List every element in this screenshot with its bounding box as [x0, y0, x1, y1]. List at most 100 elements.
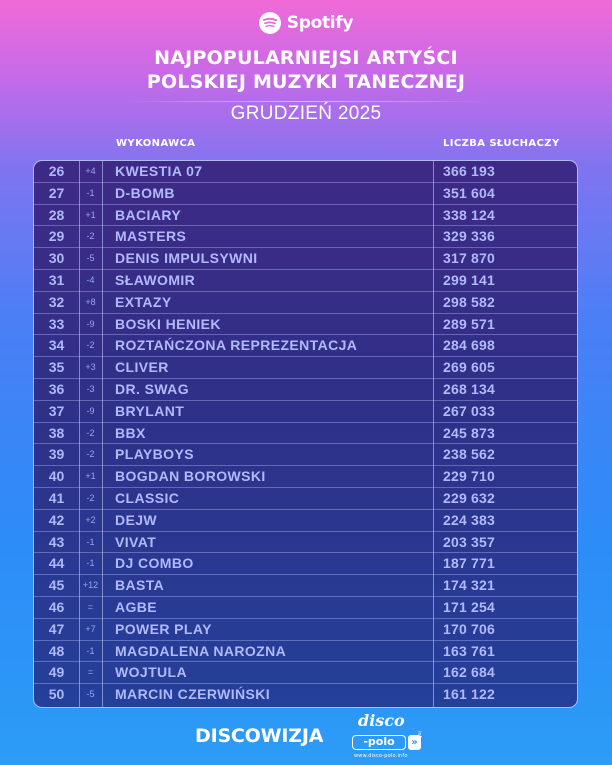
title-line-2: POLSKIEJ MUZYKI TANECZNEJ [146, 71, 466, 93]
rank-cell: 34 [48, 337, 65, 354]
listeners-cell: 338 124 [443, 206, 496, 223]
table-row: 41 -2 CLASSIC 229 632 [34, 488, 577, 510]
artist-name-cell: EXTAZY [115, 293, 172, 310]
listeners-cell: 203 357 [443, 533, 496, 550]
table-row: 26 +4 KWESTIA 07 366 193 [34, 161, 577, 183]
rank-cell: 40 [48, 468, 65, 485]
rank-cell: 42 [48, 511, 65, 528]
listeners-cell: 163 761 [443, 642, 496, 659]
table-row: 48 -1 MAGDALENA NAROZNA 163 761 [34, 641, 577, 663]
column-divider [79, 161, 80, 707]
title-line-1: NAJPOPULARNIEJSI ARTYŚCI [154, 47, 458, 69]
change-cell: -1 [86, 645, 95, 656]
disco-polo-url: www.disco-polo.info [354, 753, 408, 759]
artist-name-cell: KWESTIA 07 [115, 163, 203, 179]
rank-cell: 27 [48, 184, 65, 201]
artist-name-cell: MAGDALENA NAROZNA [115, 642, 287, 659]
spotify-wordmark: Spotify [286, 13, 354, 33]
rank-cell: 47 [48, 620, 65, 637]
rank-cell: 38 [48, 424, 65, 441]
rank-cell: 30 [48, 250, 65, 267]
rank-cell: 46 [48, 599, 65, 615]
artist-name-cell: BOGDAN BOROWSKI [115, 468, 266, 485]
change-cell: = [87, 602, 94, 612]
change-cell: -2 [86, 231, 95, 242]
table-row: 49 = WOJTULA 162 684 [34, 662, 577, 685]
change-cell: -2 [86, 493, 95, 503]
listeners-cell: 351 604 [443, 184, 496, 201]
rank-cell: 32 [48, 293, 65, 310]
ranking-table: 26 +4 KWESTIA 07 366 193 27 -1 D-BOMB 351 604 28… [33, 160, 578, 708]
artist-name-cell: BASTA [115, 577, 165, 594]
rank-cell: 37 [48, 402, 65, 419]
artist-name-cell: MARCIN CZERWIŃSKI [115, 686, 271, 703]
table-row: 38 -2 BBX 245 873 [34, 423, 577, 445]
rank-cell: 50 [48, 686, 65, 703]
table-row: 36 -3 DR. SWAG 268 134 [34, 379, 577, 401]
listeners-cell: 284 698 [443, 337, 496, 354]
table-row: 45 +12 BASTA 174 321 [34, 575, 577, 597]
table-row: 32 +8 EXTAZY 298 582 [34, 292, 577, 314]
artist-name-cell: CLASSIC [115, 490, 180, 506]
rank-cell: 26 [48, 163, 65, 179]
change-cell: -3 [86, 384, 95, 394]
change-cell: +4 [85, 166, 96, 176]
listeners-cell: 329 336 [443, 228, 496, 245]
rank-cell: 45 [48, 577, 65, 594]
change-cell: +2 [85, 514, 96, 525]
listeners-cell: 171 254 [443, 599, 496, 615]
title-divider [125, 101, 487, 102]
table-row: 42 +2 DEJW 224 383 [34, 510, 577, 532]
listeners-cell: 162 684 [443, 664, 496, 681]
rank-cell: 35 [48, 359, 65, 376]
change-cell: -2 [86, 449, 95, 460]
listeners-cell: 238 562 [443, 446, 496, 463]
disco-polo-logo-box: -polo [352, 735, 406, 750]
listeners-cell: 161 122 [443, 686, 496, 703]
discowizja-logo: DISCOWIZJA [195, 725, 324, 747]
table-row: 29 -2 MASTERS 329 336 [34, 226, 577, 249]
listeners-cell: 229 632 [443, 490, 496, 506]
listeners-cell: 224 383 [443, 511, 496, 528]
listeners-cell: 229 710 [443, 468, 496, 485]
artist-name-cell: MASTERS [115, 228, 187, 245]
rank-cell: 41 [48, 490, 65, 506]
rank-cell: 43 [48, 533, 65, 550]
change-cell: +12 [82, 580, 99, 591]
table-row: 39 -2 PLAYBOYS 238 562 [34, 444, 577, 467]
artist-name-cell: PLAYBOYS [115, 446, 194, 463]
change-cell: +8 [85, 296, 96, 307]
change-cell: -9 [86, 405, 95, 416]
column-header-artist: WYKONAWCA [116, 138, 196, 149]
artist-name-cell: VIVAT [115, 533, 157, 550]
change-cell: -9 [86, 318, 95, 329]
listeners-cell: 170 706 [443, 620, 496, 637]
column-header-listeners: LICZBA SŁUCHACZY [443, 138, 560, 149]
listeners-cell: 187 771 [443, 555, 496, 572]
disco-polo-logo: disco -polo » www.disco-polo.info info [352, 711, 422, 761]
change-cell: -1 [86, 558, 95, 569]
change-cell: +3 [85, 362, 96, 373]
listeners-cell: 267 033 [443, 402, 496, 419]
artist-name-cell: WOJTULA [115, 664, 188, 681]
table-row: 46 = AGBE 171 254 [34, 597, 577, 619]
rank-cell: 48 [48, 642, 65, 659]
listeners-cell: 268 134 [443, 381, 496, 397]
listeners-cell: 298 582 [443, 293, 496, 310]
table-row: 35 +3 CLIVER 269 605 [34, 357, 577, 379]
artist-name-cell: AGBE [115, 599, 158, 615]
rank-cell: 36 [48, 381, 65, 397]
artist-name-cell: DENIS IMPULSYWNI [115, 250, 258, 267]
change-cell: -1 [86, 536, 95, 547]
artist-name-cell: BACIARY [115, 206, 182, 223]
listeners-cell: 245 873 [443, 424, 496, 441]
artist-name-cell: POWER PLAY [115, 620, 212, 637]
change-cell: -5 [86, 253, 95, 264]
disco-polo-logo-top: disco [358, 711, 405, 730]
table-row: 34 -2 ROZTAŃCZONA REPREZENTACJA 284 698 [34, 335, 577, 358]
rank-cell: 29 [48, 228, 65, 245]
artist-name-cell: BOSKI HENIEK [115, 315, 221, 332]
table-row: 27 -1 D-BOMB 351 604 [34, 183, 577, 205]
table-row: 37 -9 BRYLANT 267 033 [34, 401, 577, 423]
artist-name-cell: DEJW [115, 511, 158, 528]
